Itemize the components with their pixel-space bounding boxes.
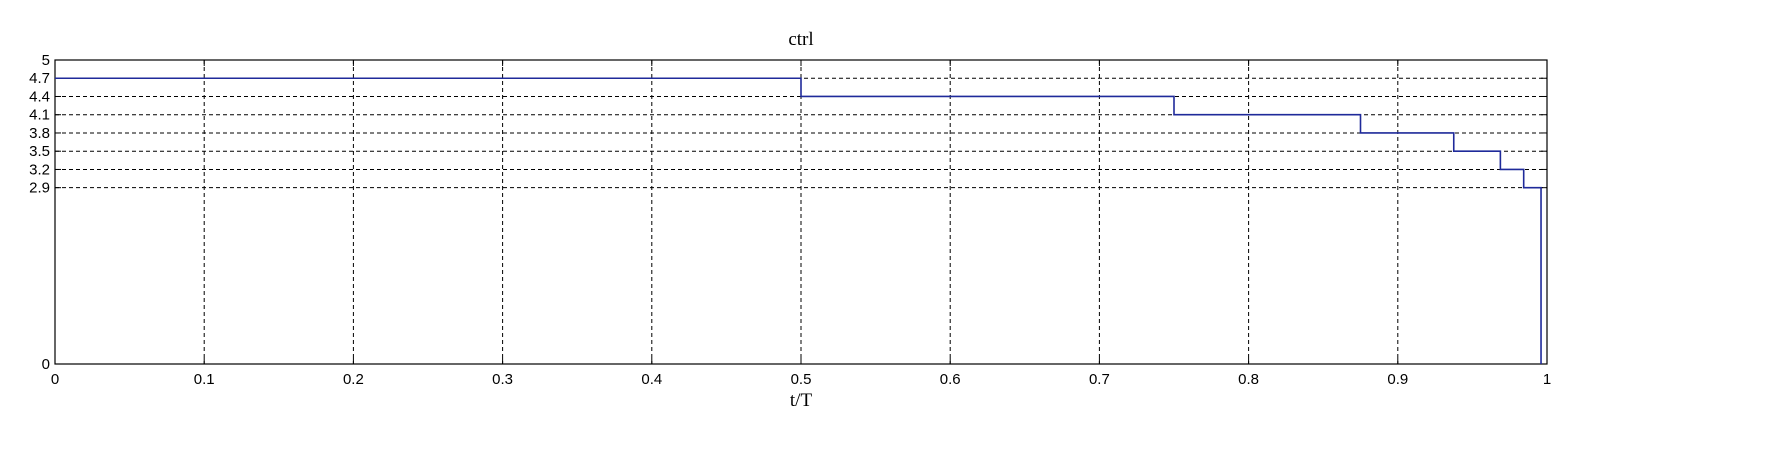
y-tick-label: 0 [42, 356, 50, 373]
y-tick-label: 4.4 [29, 88, 50, 105]
y-tick-label: 2.9 [29, 180, 50, 197]
x-tick-label: 0.4 [641, 371, 662, 388]
x-tick-label: 0.9 [1387, 371, 1408, 388]
series-line [55, 77, 1542, 364]
x-tick-label: 1 [1543, 371, 1551, 388]
grid-lines [55, 60, 1547, 364]
x-tick-label: 0.8 [1238, 371, 1259, 388]
chart-title: ctrl [788, 29, 813, 50]
x-tick-label: 0.1 [194, 371, 215, 388]
x-tick-label: 0.7 [1089, 371, 1110, 388]
axis-ticks: 0 0.1 0.2 0.3 0.4 0.5 0.6 0.7 0.8 0.9 1 0 2.9 3.23.53… [29, 52, 1551, 388]
y-tick-label: 3.2 [29, 161, 50, 178]
y-tick-label: 3.5 [29, 143, 50, 160]
x-tick-label: 0.5 [791, 371, 812, 388]
x-tick-label: 0.2 [343, 371, 364, 388]
y-tick-label: 3.8 [29, 125, 50, 142]
x-tick-label: 0.6 [940, 371, 961, 388]
x-tick-label: 0 [51, 371, 59, 388]
x-axis-label: t/T [790, 390, 813, 411]
y-tick-label: 4.7 [29, 70, 50, 87]
y-tick-label: 4.1 [29, 107, 50, 124]
series-layer [55, 77, 1542, 364]
y-tick-label: 5 [42, 52, 50, 69]
x-tick-label: 0.3 [492, 371, 513, 388]
